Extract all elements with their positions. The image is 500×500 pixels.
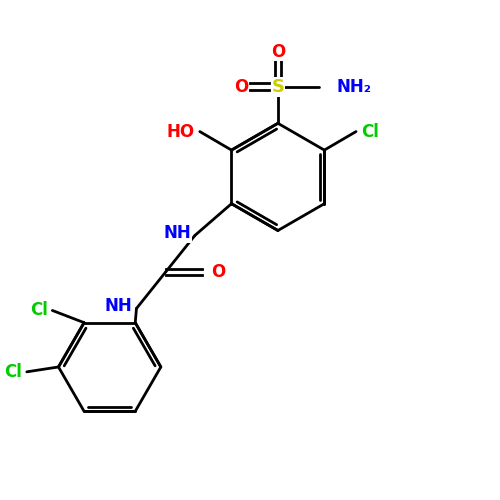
Text: Cl: Cl bbox=[4, 363, 22, 381]
Text: NH: NH bbox=[105, 297, 132, 315]
Text: O: O bbox=[234, 78, 248, 96]
Text: NH₂: NH₂ bbox=[336, 78, 372, 96]
Text: HO: HO bbox=[167, 122, 195, 140]
Text: O: O bbox=[271, 42, 285, 60]
Text: Cl: Cl bbox=[30, 302, 48, 320]
Text: O: O bbox=[211, 263, 226, 281]
Text: NH: NH bbox=[164, 224, 191, 242]
Text: Cl: Cl bbox=[361, 122, 379, 140]
Text: S: S bbox=[272, 78, 284, 96]
